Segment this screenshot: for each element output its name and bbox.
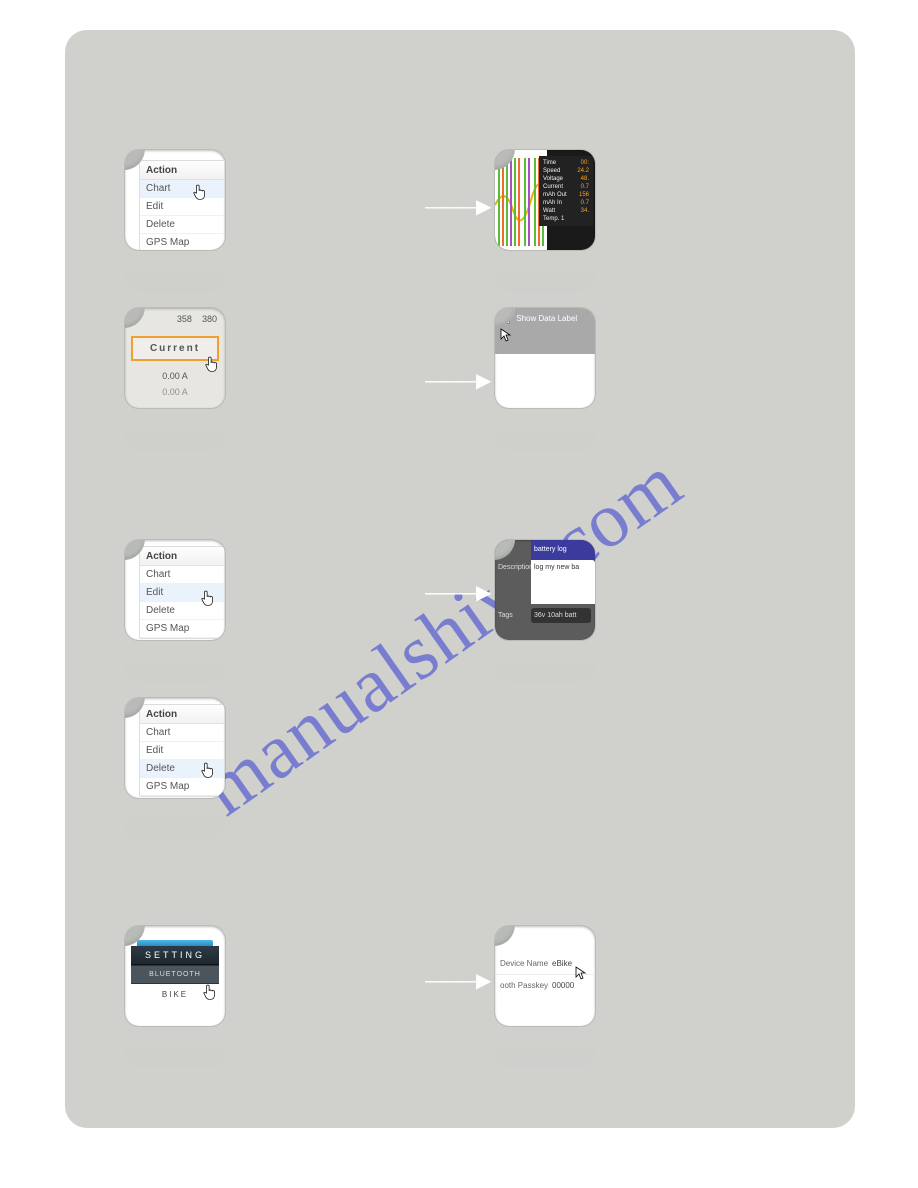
manual-panel: manualshive.com Action Chart Edit Delete… bbox=[65, 30, 855, 1128]
description-label: Description bbox=[495, 560, 531, 604]
amp-value-1: 0.00 A bbox=[125, 365, 225, 381]
menu-item-delete[interactable]: Delete bbox=[140, 760, 224, 778]
chart-readout-card: Time00: Speed24.2 Voltage48. Current0.7 … bbox=[495, 150, 595, 250]
arrow-icon bbox=[425, 580, 488, 605]
menu-item-edit[interactable]: Edit bbox=[140, 198, 224, 216]
arrow-cursor-icon bbox=[500, 328, 590, 344]
watermark: manualshive.com bbox=[185, 437, 698, 834]
title-field[interactable]: battery log bbox=[531, 540, 595, 560]
reflection bbox=[125, 642, 225, 682]
menu-item-chart[interactable]: Chart bbox=[140, 724, 224, 742]
menu-item-chart[interactable]: Chart bbox=[140, 180, 224, 198]
reflection bbox=[495, 252, 595, 292]
setting-card: SETTING BLUETOOTH BIKE bbox=[125, 926, 225, 1026]
action-menu-card-1: Action Chart Edit Delete GPS Map bbox=[125, 150, 225, 250]
current-button[interactable]: Current bbox=[131, 336, 219, 361]
menu-item-edit[interactable]: Edit bbox=[140, 742, 224, 760]
tags-field[interactable]: 36v 10ah batt bbox=[531, 608, 591, 623]
amp-value-2: 0.00 A bbox=[125, 381, 225, 397]
menu-item-chart[interactable]: Chart bbox=[140, 566, 224, 584]
menu-item-gpsmap[interactable]: GPS Map bbox=[140, 620, 224, 638]
step-badge bbox=[125, 308, 145, 328]
arrow-cursor-icon bbox=[575, 966, 587, 985]
action-menu-card-3: Action Chart Edit Delete GPS Map bbox=[125, 698, 225, 798]
menu-item-edit[interactable]: Edit bbox=[140, 584, 224, 602]
readout-table: Time00: Speed24.2 Voltage48. Current0.7 … bbox=[539, 156, 593, 226]
arrow-icon bbox=[425, 368, 488, 393]
device-name-card: Device Name eBike ooth Passkey 00000 bbox=[495, 926, 595, 1026]
current-card: 358 380 Current 0.00 A 0.00 A bbox=[125, 308, 225, 408]
arrow-icon bbox=[425, 968, 488, 993]
edit-form-card: Title battery log Description log my new… bbox=[495, 540, 595, 640]
reflection bbox=[495, 410, 595, 450]
reflection bbox=[125, 1028, 225, 1068]
menu-item-gpsmap[interactable]: GPS Map bbox=[140, 778, 224, 796]
num-a: 358 bbox=[177, 314, 192, 324]
menu-item-delete[interactable]: Delete bbox=[140, 602, 224, 620]
passkey-label: ooth Passkey bbox=[500, 981, 552, 990]
device-name-label: Device Name bbox=[500, 959, 552, 968]
menu-item-gpsmap[interactable]: GPS Map bbox=[140, 234, 224, 250]
reflection bbox=[125, 800, 225, 840]
reflection bbox=[125, 252, 225, 292]
menu-item-delete[interactable]: Delete bbox=[140, 216, 224, 234]
menu-header: Action bbox=[140, 547, 224, 566]
action-menu-card-2: Action Chart Edit Delete GPS Map bbox=[125, 540, 225, 640]
reflection bbox=[495, 642, 595, 682]
show-data-label-card: Show Data Label bbox=[495, 308, 595, 408]
menu-header: Action bbox=[140, 705, 224, 724]
tags-label: Tags bbox=[495, 608, 531, 623]
reflection bbox=[125, 410, 225, 450]
reflection bbox=[495, 1028, 595, 1068]
setting-bluetooth[interactable]: BLUETOOTH bbox=[131, 965, 219, 983]
setting-bike[interactable]: BIKE bbox=[131, 983, 219, 1005]
setting-title: SETTING bbox=[131, 946, 219, 965]
menu-header: Action bbox=[140, 161, 224, 180]
step-badge bbox=[495, 926, 515, 946]
description-field[interactable]: log my new ba bbox=[531, 560, 595, 604]
num-b: 380 bbox=[202, 314, 217, 324]
arrow-icon bbox=[425, 194, 488, 219]
show-data-label-text: Show Data Label bbox=[516, 314, 577, 323]
